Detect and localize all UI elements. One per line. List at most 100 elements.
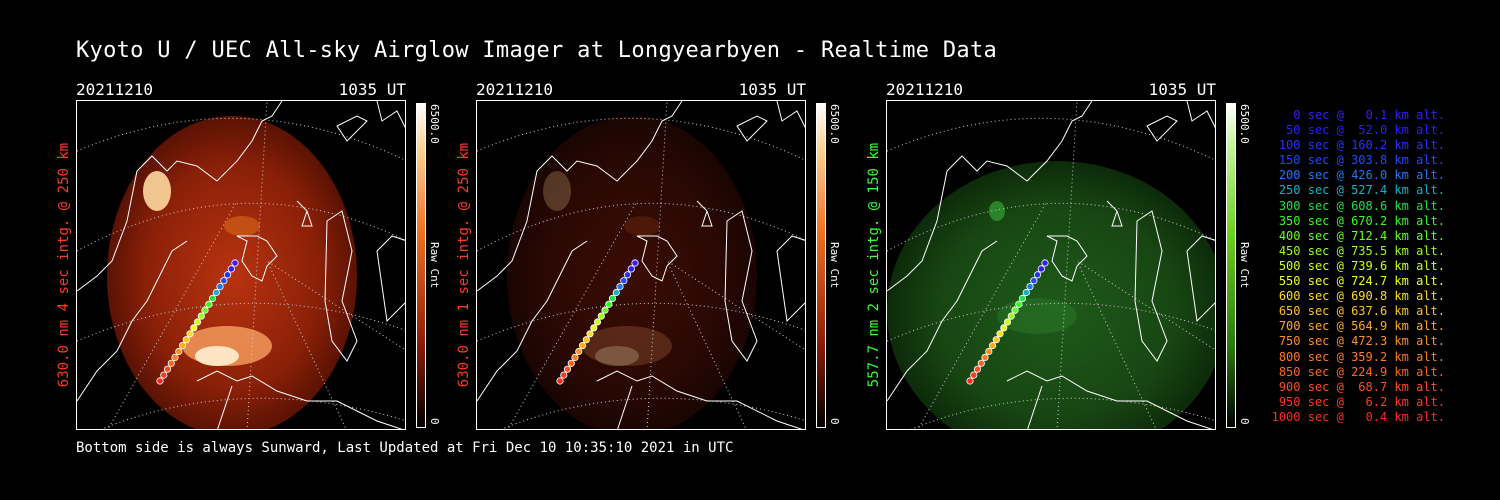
legend-row: 850 sec @ 224.9 km alt. (1271, 364, 1445, 379)
trajectory-point (560, 371, 568, 379)
legend-row: 50 sec @ 52.0 km alt. (1271, 123, 1445, 138)
colorbar-unit-label: Raw Cnt (828, 242, 841, 289)
trajectory-point (231, 259, 239, 267)
trajectory-point (616, 283, 624, 291)
trajectory-point (631, 259, 639, 267)
trajectory-point (156, 377, 164, 385)
trajectory-point (1003, 318, 1012, 326)
legend-row: 950 sec @ 6.2 km alt. (1271, 394, 1445, 409)
trajectory-point (612, 288, 620, 297)
trajectory-point (1000, 324, 1008, 332)
trajectory-point (1037, 265, 1045, 273)
trajectory-point (567, 359, 575, 367)
trajectory-point (593, 318, 602, 326)
trajectory-point (175, 347, 183, 356)
page-title: Kyoto U / UEC All-sky Airglow Imager at … (76, 38, 998, 63)
trajectory-point (977, 359, 985, 367)
legend-row: 550 sec @ 724.7 km alt. (1271, 274, 1445, 289)
trajectory-point (981, 353, 989, 361)
legend-row: 800 sec @ 359.2 km alt. (1271, 349, 1445, 364)
colorbar (1226, 103, 1236, 428)
trajectory-point (563, 365, 572, 373)
panel-time: 1035 UT (338, 80, 406, 99)
trajectory-point (1007, 312, 1015, 320)
trajectory-point (220, 277, 228, 285)
trajectory-point (212, 288, 220, 297)
trajectory-point (992, 336, 1000, 344)
trajectory-point (571, 353, 579, 361)
colorbar-min-label: 0 (428, 418, 441, 425)
trajectory-point (193, 318, 202, 326)
trajectory-point (605, 300, 613, 308)
airglow-sky-disk (507, 116, 757, 429)
trajectory-point (201, 306, 209, 314)
colorbar-unit-label: Raw Cnt (428, 242, 441, 289)
trajectory-point (966, 377, 974, 385)
trajectory-point (556, 377, 564, 385)
airglow-sky-disk (887, 161, 1215, 429)
trajectory-point (590, 324, 598, 332)
trajectory-point (208, 294, 217, 302)
legend-row: 750 sec @ 472.3 km alt. (1271, 334, 1445, 349)
colorbar-min-label: 0 (828, 418, 841, 425)
legend-row: 600 sec @ 690.8 km alt. (1271, 289, 1445, 304)
legend-row: 900 sec @ 68.7 km alt. (1271, 379, 1445, 394)
panel-time: 1035 UT (738, 80, 806, 99)
trajectory-point (586, 330, 594, 338)
trajectory-point (608, 294, 617, 302)
trajectory-point (1011, 306, 1019, 314)
panel-wavelength-label: 630.0 nm 1 sec intg. @ 250 km (456, 142, 472, 388)
trajectory-point (627, 265, 635, 273)
trajectory-point (597, 312, 605, 320)
trajectory-point (182, 336, 190, 344)
colorbar-max-label: 6500.0 (428, 104, 441, 144)
allsky-image-panel (476, 100, 806, 430)
trajectory-point (985, 347, 993, 356)
panel-date: 20211210 (476, 80, 554, 99)
footer-status: Bottom side is always Sunward, Last Upda… (76, 440, 734, 456)
allsky-image-panel (886, 100, 1216, 430)
trajectory-point (167, 359, 175, 367)
trajectory-point (227, 265, 235, 273)
trajectory-point (1033, 271, 1042, 279)
legend-row: 1000 sec @ 0.4 km alt. (1271, 409, 1445, 424)
legend-row: 0 sec @ 0.1 km alt. (1271, 108, 1445, 122)
panel-wavelength-label: 557.7 nm 2 sec intg. @ 150 km (866, 142, 882, 388)
trajectory-point (205, 300, 213, 308)
trajectory-point (1026, 283, 1034, 291)
allsky-image-panel (76, 100, 406, 430)
trajectory-point (1030, 277, 1038, 285)
trajectory-point (623, 271, 632, 279)
trajectory-point (163, 365, 172, 373)
trajectory-point (996, 330, 1004, 338)
legend-row: 700 sec @ 564.9 km alt. (1271, 319, 1445, 334)
panel-date: 20211210 (76, 80, 154, 99)
trajectory-legend: 0 sec @ 0.1 km alt. 50 sec @ 52.0 km alt… (1250, 108, 1445, 425)
trajectory-point (578, 342, 587, 350)
trajectory-point (197, 312, 205, 320)
panel-time: 1035 UT (1148, 80, 1216, 99)
colorbar (416, 103, 426, 428)
trajectory-point (171, 353, 179, 361)
legend-row: 100 sec @ 160.2 km alt. (1271, 138, 1445, 153)
colorbar (816, 103, 826, 428)
trajectory-point (988, 342, 997, 350)
panel-wavelength-label: 630.0 nm 4 sec intg. @ 250 km (56, 142, 72, 388)
legend-row: 250 sec @ 527.4 km alt. (1271, 183, 1445, 198)
trajectory-point (223, 271, 232, 279)
trajectory-point (575, 347, 583, 356)
trajectory-point (160, 371, 168, 379)
legend-row: 450 sec @ 735.5 km alt. (1271, 243, 1445, 258)
colorbar-max-label: 6500.0 (828, 104, 841, 144)
trajectory-point (1015, 300, 1023, 308)
legend-row: 200 sec @ 426.0 km alt. (1271, 168, 1445, 183)
panel-date: 20211210 (886, 80, 964, 99)
legend-row: 300 sec @ 608.6 km alt. (1271, 198, 1445, 213)
trajectory-point (970, 371, 978, 379)
trajectory-point (601, 306, 609, 314)
trajectory-point (216, 283, 224, 291)
trajectory-point (1018, 294, 1027, 302)
legend-row: 150 sec @ 303.8 km alt. (1271, 153, 1445, 168)
legend-row: 650 sec @ 637.6 km alt. (1271, 304, 1445, 319)
legend-row: 350 sec @ 670.2 km alt. (1271, 213, 1445, 228)
